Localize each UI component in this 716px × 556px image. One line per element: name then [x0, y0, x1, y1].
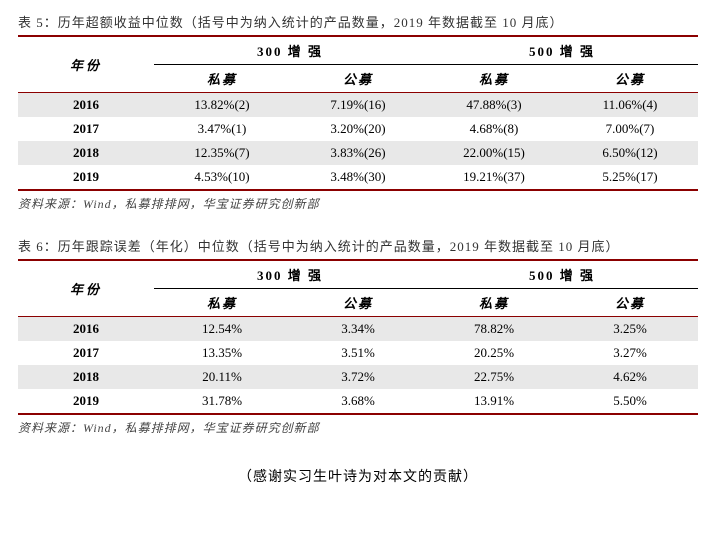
data-cell: 7.19%(16) [290, 93, 426, 118]
year-cell: 2018 [18, 365, 154, 389]
data-cell: 11.06%(4) [562, 93, 698, 118]
sub-header: 公募 [562, 289, 698, 317]
data-cell: 4.68%(8) [426, 117, 562, 141]
data-cell: 13.82%(2) [154, 93, 290, 118]
data-cell: 20.11% [154, 365, 290, 389]
data-cell: 78.82% [426, 317, 562, 342]
data-cell: 12.54% [154, 317, 290, 342]
data-cell: 3.48%(30) [290, 165, 426, 190]
year-header: 年份 [18, 260, 154, 317]
data-cell: 3.83%(26) [290, 141, 426, 165]
footnote: （感谢实习生叶诗为对本文的贡献） [18, 466, 698, 486]
data-cell: 5.25%(17) [562, 165, 698, 190]
data-cell: 5.50% [562, 389, 698, 414]
group-header: 300 增 强 [154, 36, 426, 65]
data-cell: 19.21%(37) [426, 165, 562, 190]
sub-header: 公募 [562, 65, 698, 93]
year-cell: 2019 [18, 389, 154, 414]
data-cell: 22.00%(15) [426, 141, 562, 165]
data-cell: 13.91% [426, 389, 562, 414]
data-cell: 3.47%(1) [154, 117, 290, 141]
table-source: 资料来源：Wind，私募排排网，华宝证券研究创新部 [18, 195, 698, 212]
group-header: 500 增 强 [426, 260, 698, 289]
table-row: 201713.35%3.51%20.25%3.27% [18, 341, 698, 365]
table-row: 201613.82%(2)7.19%(16)47.88%(3)11.06%(4) [18, 93, 698, 118]
table-row: 201820.11%3.72%22.75%4.62% [18, 365, 698, 389]
data-cell: 47.88%(3) [426, 93, 562, 118]
table-caption: 表 5：历年超额收益中位数（括号中为纳入统计的产品数量，2019 年数据截至 1… [18, 12, 698, 31]
group-header: 300 增 强 [154, 260, 426, 289]
year-header: 年份 [18, 36, 154, 93]
sub-header: 私募 [154, 289, 290, 317]
data-cell: 3.34% [290, 317, 426, 342]
sub-header: 私募 [426, 289, 562, 317]
table-row: 201931.78%3.68%13.91%5.50% [18, 389, 698, 414]
sub-header: 私募 [426, 65, 562, 93]
data-cell: 6.50%(12) [562, 141, 698, 165]
year-cell: 2019 [18, 165, 154, 190]
year-cell: 2018 [18, 141, 154, 165]
data-cell: 13.35% [154, 341, 290, 365]
table-row: 201612.54%3.34%78.82%3.25% [18, 317, 698, 342]
year-cell: 2017 [18, 341, 154, 365]
data-cell: 3.68% [290, 389, 426, 414]
data-cell: 3.27% [562, 341, 698, 365]
sub-header: 私募 [154, 65, 290, 93]
data-cell: 3.51% [290, 341, 426, 365]
table-row: 20173.47%(1)3.20%(20)4.68%(8)7.00%(7) [18, 117, 698, 141]
data-cell: 20.25% [426, 341, 562, 365]
table-block-1: 表 6：历年跟踪误差（年化）中位数（括号中为纳入统计的产品数量，2019 年数据… [18, 236, 698, 436]
table-row: 20194.53%(10)3.48%(30)19.21%(37)5.25%(17… [18, 165, 698, 190]
data-cell: 3.25% [562, 317, 698, 342]
sub-header: 公募 [290, 65, 426, 93]
table-block-0: 表 5：历年超额收益中位数（括号中为纳入统计的产品数量，2019 年数据截至 1… [18, 12, 698, 212]
sub-header: 公募 [290, 289, 426, 317]
data-cell: 7.00%(7) [562, 117, 698, 141]
data-table: 年份300 增 强500 增 强私募公募私募公募201613.82%(2)7.1… [18, 35, 698, 191]
year-cell: 2016 [18, 317, 154, 342]
data-cell: 22.75% [426, 365, 562, 389]
data-cell: 3.72% [290, 365, 426, 389]
group-header: 500 增 强 [426, 36, 698, 65]
table-row: 201812.35%(7)3.83%(26)22.00%(15)6.50%(12… [18, 141, 698, 165]
data-cell: 31.78% [154, 389, 290, 414]
table-source: 资料来源：Wind，私募排排网，华宝证券研究创新部 [18, 419, 698, 436]
year-cell: 2016 [18, 93, 154, 118]
data-cell: 4.62% [562, 365, 698, 389]
table-caption: 表 6：历年跟踪误差（年化）中位数（括号中为纳入统计的产品数量，2019 年数据… [18, 236, 698, 255]
data-cell: 12.35%(7) [154, 141, 290, 165]
year-cell: 2017 [18, 117, 154, 141]
data-cell: 4.53%(10) [154, 165, 290, 190]
data-cell: 3.20%(20) [290, 117, 426, 141]
data-table: 年份300 增 强500 增 强私募公募私募公募201612.54%3.34%7… [18, 259, 698, 415]
